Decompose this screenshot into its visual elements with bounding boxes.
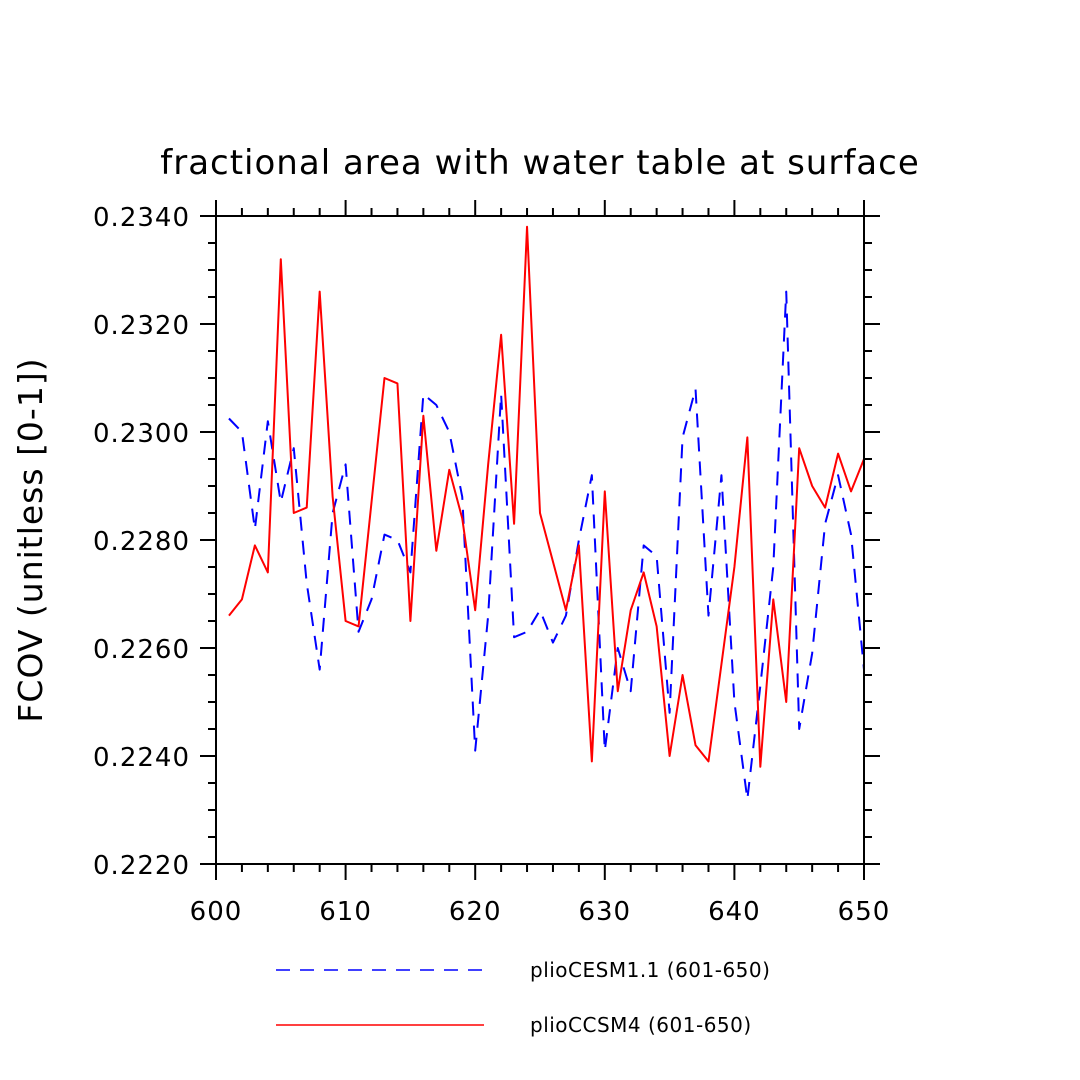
series-layer xyxy=(228,225,865,801)
series-line-2 xyxy=(228,225,865,768)
ticks-layer: 600 610 620 630 640 650 0.2220 0.2240 0.2260 0.22… xyxy=(93,200,891,927)
y-tick-label: 0.2340 xyxy=(93,203,190,233)
legend: plioCESM1.1 (601-650) plioCCSM4 (601-650) xyxy=(276,958,770,1037)
plot-frame xyxy=(215,215,865,865)
series-line-1 xyxy=(228,290,865,801)
y-tick-label: 0.2280 xyxy=(93,527,190,557)
y-tick-label: 0.2220 xyxy=(93,851,190,881)
legend-label-1: plioCESM1.1 (601-650) xyxy=(530,958,770,982)
x-tick-label: 630 xyxy=(578,897,631,927)
y-tick-label: 0.2300 xyxy=(93,419,190,449)
x-tick-label: 600 xyxy=(190,897,243,927)
y-tick-label: 0.2320 xyxy=(93,311,190,341)
x-tick-label: 620 xyxy=(449,897,502,927)
legend-label-2: plioCCSM4 (601-650) xyxy=(530,1013,752,1037)
x-tick-label: 650 xyxy=(838,897,891,927)
y-tick-label: 0.2260 xyxy=(93,635,190,665)
chart-title: fractional area with water table at surf… xyxy=(160,143,920,183)
x-tick-label: 640 xyxy=(708,897,761,927)
y-axis-label: FCOV (unitless [0-1]) xyxy=(11,357,50,722)
y-tick-label: 0.2240 xyxy=(93,743,190,773)
x-tick-label: 610 xyxy=(319,897,372,927)
